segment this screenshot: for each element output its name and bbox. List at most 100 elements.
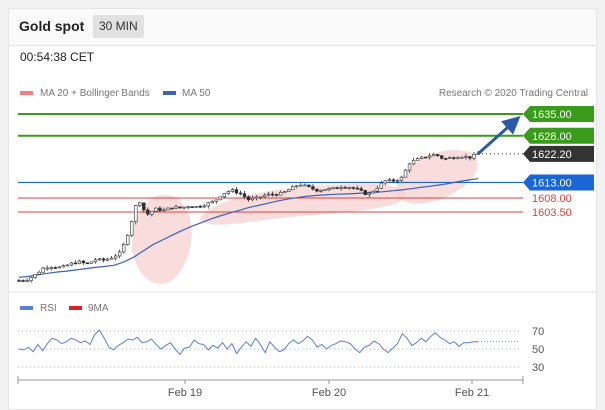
candle	[186, 205, 190, 210]
candle	[230, 188, 235, 193]
candle	[198, 204, 202, 209]
candle-body	[57, 266, 61, 269]
price-tag-shape	[523, 145, 594, 162]
ma50-line-group	[18, 178, 479, 278]
candle	[436, 154, 440, 158]
ma50-legend-label: MA 50	[182, 88, 211, 99]
candle-body	[146, 209, 150, 215]
candle	[65, 264, 70, 267]
candle-body	[395, 179, 400, 182]
candle-body	[387, 179, 392, 182]
candle-body	[311, 186, 315, 190]
candle-body	[61, 265, 65, 268]
candle	[319, 189, 323, 193]
candle-body	[432, 154, 436, 157]
candle-body	[274, 194, 279, 196]
candle-body	[327, 188, 331, 191]
candle	[238, 190, 243, 196]
candle	[138, 201, 142, 208]
candle-body	[238, 192, 243, 195]
candle-body	[355, 187, 359, 190]
candle-body	[279, 192, 283, 196]
candle-body	[460, 156, 464, 159]
candle-body	[194, 205, 198, 208]
candle	[415, 157, 420, 161]
candle	[335, 186, 339, 190]
candle-body	[198, 205, 202, 208]
candle-body	[29, 277, 33, 281]
candle	[166, 207, 170, 211]
candle-body	[134, 205, 138, 222]
support-label-1603.50: 1603.50	[532, 207, 572, 219]
candle	[403, 169, 408, 178]
candle-body	[258, 196, 263, 199]
x-axis: Feb 19 Feb 20 Feb 21	[17, 376, 524, 399]
candle-body	[383, 180, 388, 184]
candle-body	[113, 255, 118, 259]
candle-body	[93, 259, 98, 263]
candle-body	[109, 257, 114, 260]
price-tag-shape	[523, 174, 594, 191]
candle	[262, 193, 267, 198]
candle	[194, 205, 198, 209]
candle-body	[21, 280, 25, 282]
candle	[162, 207, 166, 212]
candle	[29, 276, 33, 283]
timeframe-badge[interactable]: 30 MIN	[93, 15, 144, 38]
candle	[17, 278, 21, 282]
candle	[299, 183, 303, 187]
candle	[130, 220, 134, 238]
chart-header: Gold spot 30 MIN	[9, 9, 596, 46]
candle-body	[226, 191, 231, 194]
candle-body	[158, 207, 162, 211]
candle	[355, 185, 359, 190]
candle-body	[419, 156, 424, 159]
candle	[73, 260, 78, 265]
candle	[170, 207, 174, 210]
x-tick-label: Feb 21	[455, 387, 489, 399]
candle-body	[270, 193, 275, 196]
candle-body	[81, 260, 86, 264]
candle-body	[142, 202, 146, 211]
candle	[210, 199, 214, 204]
candle-body	[351, 187, 355, 189]
rsi-legend-swatch	[20, 306, 33, 310]
candle	[81, 259, 86, 265]
candle	[460, 156, 464, 160]
candle	[77, 259, 82, 265]
price-tag-text: 1635.00	[532, 109, 572, 121]
candle	[258, 196, 263, 200]
price-tag-shape	[523, 106, 594, 122]
ma20-legend-swatch	[20, 91, 33, 95]
candle	[246, 195, 251, 202]
candle-body	[174, 206, 178, 209]
candle	[395, 179, 400, 184]
candle-body	[468, 156, 472, 159]
candle-body	[375, 187, 380, 192]
candle	[419, 156, 424, 160]
candle-body	[403, 169, 408, 178]
candle-body	[307, 184, 311, 187]
candle	[387, 178, 392, 182]
candle-body	[234, 189, 239, 194]
support-label-1608.00: 1608.00	[532, 193, 572, 205]
candle	[339, 185, 343, 191]
ma50-line	[18, 178, 479, 278]
candle-body	[210, 201, 214, 204]
candle	[202, 203, 206, 209]
candle-body	[283, 191, 287, 193]
candle	[379, 181, 384, 190]
candle	[105, 257, 110, 261]
candle	[279, 190, 283, 196]
candle	[146, 207, 150, 216]
candle-body	[415, 158, 420, 161]
candle-body	[166, 207, 170, 211]
candle-body	[323, 189, 327, 192]
research-credit: Research © 2020 Trading Central	[439, 88, 588, 99]
candle	[182, 206, 186, 209]
candlesticks	[17, 151, 480, 283]
candle	[49, 266, 53, 271]
price-tag-text: 1628.00	[532, 131, 572, 143]
candle-body	[190, 206, 194, 208]
